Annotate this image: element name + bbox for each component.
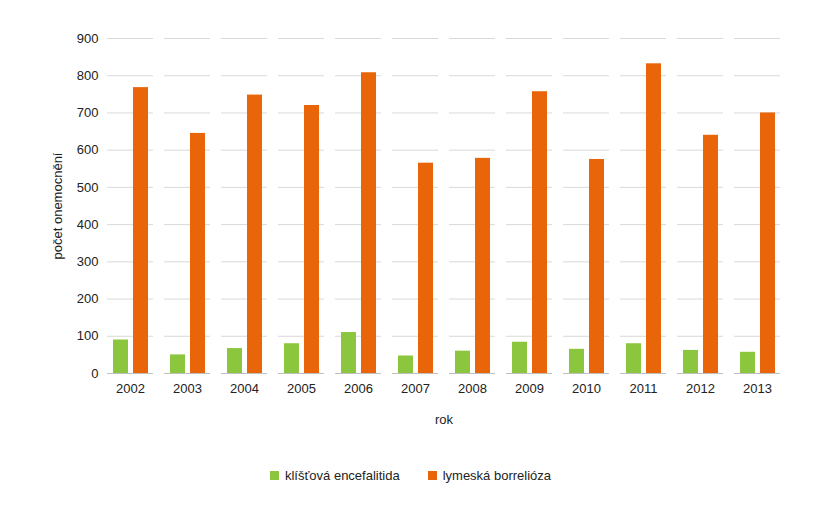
svg-text:2010: 2010 (572, 381, 601, 396)
svg-text:100: 100 (77, 328, 99, 343)
svg-text:2006: 2006 (344, 381, 373, 396)
svg-text:600: 600 (77, 142, 99, 157)
html-text:klíšťová encefalitida: klíšťová encefalitida (285, 468, 400, 483)
svg-text:2002: 2002 (116, 381, 145, 396)
svg-text:rok: rok (435, 412, 454, 427)
svg-text:900: 900 (77, 31, 99, 46)
svg-text:400: 400 (77, 217, 99, 232)
svg-text:200: 200 (77, 291, 99, 306)
svg-text:2004: 2004 (230, 381, 259, 396)
svg-text:800: 800 (77, 68, 99, 83)
svg-text:2005: 2005 (287, 381, 316, 396)
svg-text:0: 0 (91, 366, 98, 381)
svg-text:700: 700 (77, 105, 99, 120)
html-text:lymeská borrelióza: lymeská borrelióza (442, 468, 551, 483)
svg-text:2003: 2003 (173, 381, 202, 396)
svg-text:2012: 2012 (686, 381, 715, 396)
svg-text:2007: 2007 (401, 381, 430, 396)
svg-text:2013: 2013 (743, 381, 772, 396)
svg-text:2009: 2009 (515, 381, 544, 396)
svg-text:počet onemocnění: počet onemocnění (50, 152, 65, 259)
svg-text:300: 300 (77, 254, 99, 269)
svg-text:2008: 2008 (458, 381, 487, 396)
svg-text:500: 500 (77, 180, 99, 195)
svg-text:2011: 2011 (630, 381, 658, 396)
